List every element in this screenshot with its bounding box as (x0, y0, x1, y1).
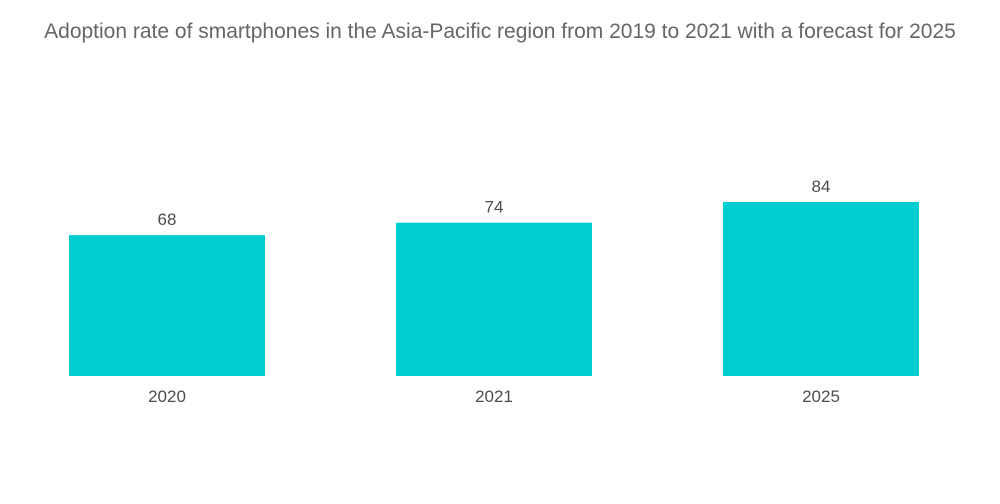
bar-value-label-2020: 68 (158, 210, 177, 229)
bar-value-label-2021: 74 (485, 198, 504, 217)
bar-2025 (723, 202, 919, 376)
x-tick-label-2020: 2020 (148, 387, 186, 406)
bar-2021 (396, 222, 592, 376)
x-tick-label-2025: 2025 (802, 387, 840, 406)
bar-2020 (69, 235, 265, 376)
x-tick-label-2021: 2021 (475, 387, 513, 406)
chart-title: Adoption rate of smartphones in the Asia… (44, 20, 956, 43)
bar-value-label-2025: 84 (812, 177, 831, 196)
